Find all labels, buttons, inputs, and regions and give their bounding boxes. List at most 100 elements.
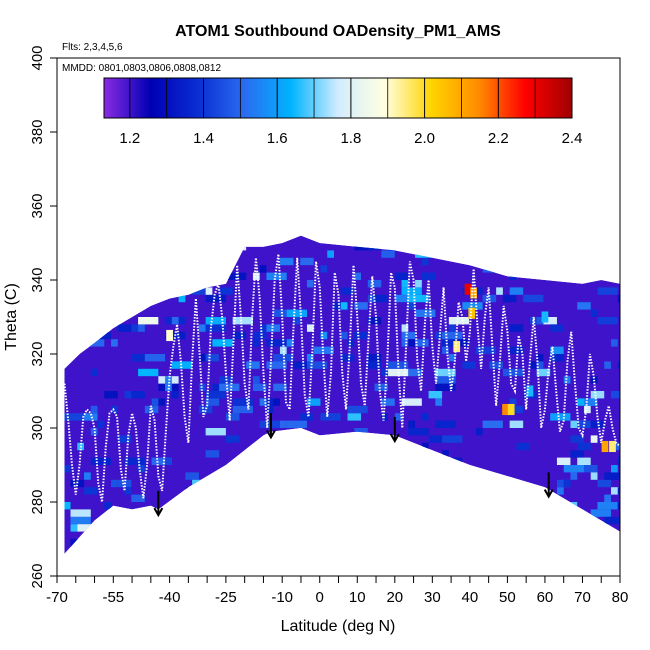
heatmap-cell [448, 354, 456, 362]
heatmap-cell [97, 317, 118, 325]
heatmap-cell [124, 457, 145, 465]
heatmap-cell [340, 302, 348, 310]
heatmap-cell [462, 361, 476, 369]
heatmap-cell [266, 524, 280, 532]
heatmap-cell [64, 331, 85, 340]
heatmap-cell [502, 294, 517, 303]
heatmap-cell [327, 465, 341, 473]
x-tick-label: -10 [271, 589, 293, 606]
colorbar: 1.2 1.4 1.6 1.8 2.0 2.2 2.4 [103, 77, 582, 147]
heatmap-cell [583, 465, 598, 473]
heatmap-cell [306, 280, 314, 288]
heatmap-background [64, 235, 621, 554]
heatmap-cell [489, 361, 503, 369]
heatmap-cell [239, 228, 253, 235]
heatmap-cell [260, 554, 274, 561]
heatmap-cell [246, 516, 267, 525]
heatmap-high-cell [541, 311, 549, 323]
heatmap-cell [536, 361, 544, 369]
heatmap-cell [57, 435, 64, 442]
heatmap-cell [563, 479, 571, 488]
heatmap-cell [273, 383, 287, 391]
heatmap-cell [252, 487, 267, 495]
heatmap-cell [225, 413, 240, 421]
heatmap-cell [442, 509, 449, 517]
heatmap-cell [347, 339, 355, 347]
heatmap-cell [610, 465, 618, 473]
heatmap-cell [286, 309, 307, 317]
heatmap-cell [90, 368, 98, 377]
x-axis-title: Latitude (deg N) [281, 618, 396, 635]
heatmap-cell [496, 257, 510, 266]
heatmap-cell [610, 472, 621, 480]
heatmap-cell [570, 450, 584, 458]
heatmap-cell [617, 457, 621, 465]
heatmap-cell [408, 302, 416, 310]
heatmap-cell [448, 324, 456, 332]
heatmap-cell [171, 317, 179, 325]
heatmap-cell [252, 442, 260, 451]
heatmap-cell [401, 524, 422, 532]
heatmap-cell [509, 405, 524, 414]
dates-annotation: MMDD: 0801,0803,0806,0808,0812 [62, 63, 221, 74]
heatmap-high-cell [502, 403, 509, 416]
x-tick-label: 40 [462, 589, 479, 606]
heatmap-cell [401, 324, 409, 332]
heatmap-cell [583, 546, 591, 554]
heatmap-cell [84, 413, 98, 421]
heatmap-cell [577, 420, 591, 428]
heatmap-cell [232, 243, 247, 251]
heatmap-cell [219, 287, 233, 295]
heatmap-cell [361, 509, 375, 517]
heatmap-cell [367, 487, 382, 495]
heatmap-cell [266, 272, 287, 280]
colorbar-tick-label: 1.8 [340, 130, 361, 147]
heatmap-cell [320, 413, 341, 421]
heatmap-cell [192, 479, 206, 488]
heatmap-cell [252, 383, 267, 391]
heatmap-cell [252, 531, 267, 539]
heatmap-cell [273, 398, 280, 406]
heatmap-cell [381, 250, 395, 258]
heatmap-cell [394, 450, 402, 458]
x-tick-label: 20 [386, 589, 403, 606]
heatmap-cell [279, 420, 287, 428]
heatmap-cell [104, 280, 118, 288]
heatmap-cell [232, 317, 253, 325]
heatmap-cell [266, 339, 287, 347]
heatmap-cell [90, 250, 105, 258]
heatmap-cell [327, 228, 334, 235]
heatmap-cell [394, 413, 402, 421]
heatmap-cell [563, 465, 584, 473]
heatmap-cell [577, 442, 591, 451]
heatmap-cell [455, 235, 470, 243]
colorbar-tick-label: 1.6 [267, 130, 288, 147]
heatmap-cell [300, 561, 320, 568]
heatmap-cell [536, 354, 544, 362]
heatmap-cell [138, 368, 159, 377]
heatmap-cell [577, 302, 591, 310]
colorbar-tick-label: 2.0 [414, 130, 435, 147]
heatmap-cell [462, 531, 476, 539]
heatmap-cell [205, 516, 213, 525]
heatmap-cell [583, 524, 598, 532]
heatmap-cell [286, 339, 294, 347]
heatmap-cell [219, 228, 239, 235]
heatmap-cell [597, 317, 618, 325]
heatmap-high-cell [468, 307, 476, 319]
heatmap-cell [320, 457, 341, 465]
heatmap-cell [367, 524, 375, 532]
heatmap-cell [590, 243, 598, 251]
heatmap-cell [523, 265, 530, 273]
y-tick-label: 320 [29, 341, 46, 366]
heatmap-cell [246, 361, 260, 369]
heatmap-cell [151, 457, 172, 465]
heatmap-cell [77, 243, 98, 251]
heatmap-cell [367, 361, 382, 369]
heatmap-cell [435, 509, 443, 517]
heatmap-cell [455, 243, 470, 251]
heatmap-cell [90, 405, 98, 414]
heatmap-cell [219, 250, 233, 258]
heatmap-cell [266, 405, 274, 414]
heatmap-cell [334, 561, 341, 568]
